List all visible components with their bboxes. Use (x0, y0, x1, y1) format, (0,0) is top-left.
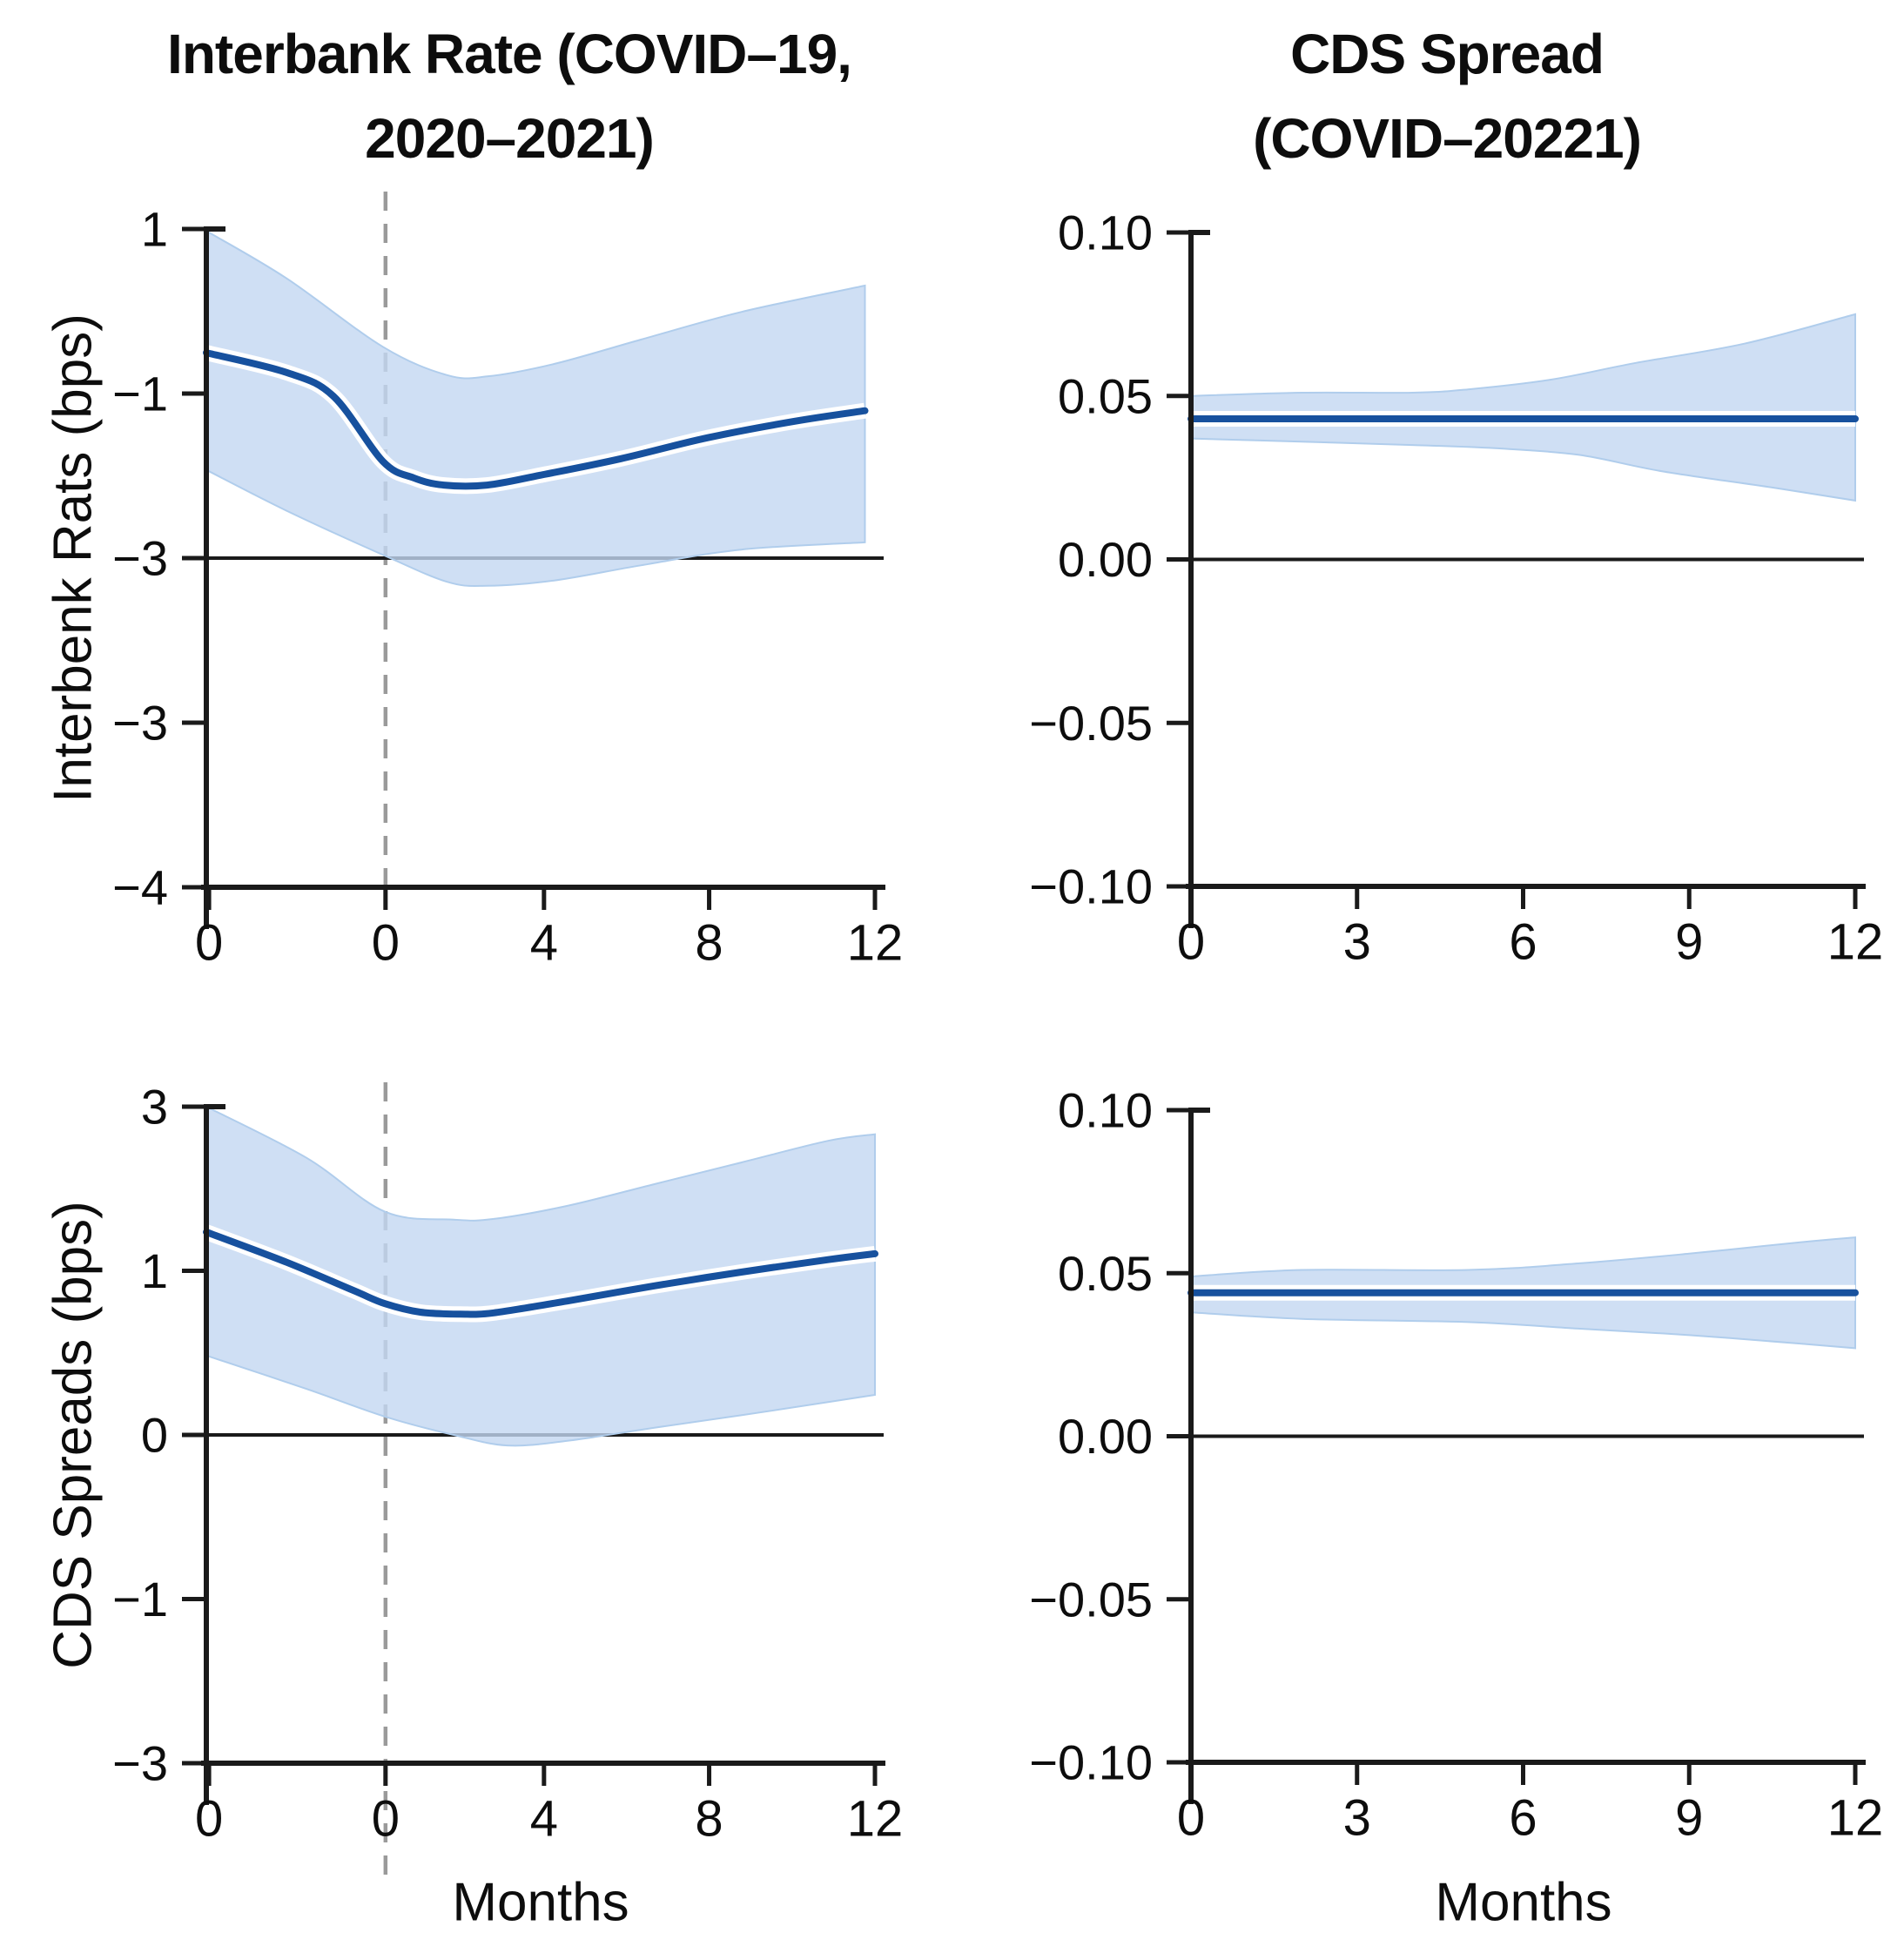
x-tick-label: 0 (195, 1791, 223, 1848)
y-tick-label: 1 (141, 1243, 168, 1298)
x-tick-label: 12 (1827, 914, 1884, 971)
y-tick-label: 0.05 (1058, 368, 1153, 423)
confidence-band (1190, 313, 1856, 502)
y-tick-label: −0.05 (1029, 696, 1153, 751)
y-tick-label: 0.05 (1058, 1246, 1153, 1301)
chart-title-right: CDS Spread (COVID–20221) (1253, 12, 1642, 181)
x-tick-label: 0 (372, 1791, 400, 1848)
y-tick-label: −0.10 (1029, 859, 1153, 914)
y-tick-label: −3 (112, 696, 168, 751)
x-tick-label: 9 (1675, 1790, 1703, 1847)
y-tick-label: 0.10 (1058, 1083, 1153, 1138)
y-tick-label: −0.10 (1029, 1735, 1153, 1790)
x-tick-label: 8 (695, 915, 723, 972)
impulse-line (203, 349, 869, 490)
y-tick-label: 1 (141, 202, 168, 257)
x-tick-label: 12 (847, 1791, 904, 1848)
y-tick-label: −4 (112, 860, 168, 915)
y-tick-label: 0 (141, 1408, 168, 1463)
x-tick-label: 4 (530, 1791, 558, 1848)
chart-top-right: 0.10 0.05 0.00 −0.05 −0.10 0 3 6 9 12 (1029, 205, 1883, 971)
y-tick-label: 0.00 (1058, 1409, 1153, 1464)
chart-top-left: 1 −1 −3 −3 −4 0 0 4 8 12 (112, 192, 903, 972)
x-tick-label: 12 (847, 915, 904, 972)
y-tick-label: 0.00 (1058, 532, 1153, 587)
y-tick-label: 3 (141, 1080, 168, 1135)
chart-title-left-line2: 2020–2021) (365, 107, 655, 170)
x-tick-label: 0 (1177, 914, 1205, 971)
x-tick-label: 4 (530, 915, 558, 972)
y-tick-label: −1 (112, 1572, 168, 1626)
chart-title-right-line2: (COVID–20221) (1253, 107, 1642, 170)
x-tick-label: 6 (1509, 914, 1537, 971)
confidence-band (205, 1105, 876, 1447)
x-axis-label-months-right: Months (1435, 1872, 1612, 1933)
chart-title-left-line1: Interbank Rate (COVID–19, (167, 23, 852, 85)
y-tick-label: 0.10 (1058, 205, 1153, 260)
x-tick-label: 3 (1343, 914, 1371, 971)
x-tick-label: 8 (695, 1791, 723, 1848)
x-tick-label: 0 (1177, 1790, 1205, 1847)
x-tick-label: 3 (1343, 1790, 1371, 1847)
y-tick-label: −0.05 (1029, 1572, 1153, 1626)
y-tick-label: −3 (112, 1736, 168, 1791)
chart-title-left: Interbank Rate (COVID–19, 2020–2021) (167, 12, 852, 181)
chart-title-right-line1: CDS Spread (1290, 23, 1605, 85)
x-tick-label: 12 (1827, 1790, 1884, 1847)
x-axis-label-months-left: Months (452, 1872, 629, 1933)
x-tick-label: 0 (372, 915, 400, 972)
x-tick-label: 9 (1675, 914, 1703, 971)
x-tick-label: 6 (1509, 1790, 1537, 1847)
chart-bottom-right: 0.10 0.05 0.00 −0.05 −0.10 0 3 6 9 12 (1029, 1083, 1883, 1847)
confidence-band (205, 229, 866, 587)
y-tick-label: −1 (112, 367, 168, 421)
y-tick-label: −3 (112, 531, 168, 586)
chart-bottom-left: 3 1 0 −1 −3 0 0 4 8 12 (112, 1080, 904, 1876)
x-tick-label: 0 (195, 915, 223, 972)
impulse-line (203, 1229, 878, 1318)
